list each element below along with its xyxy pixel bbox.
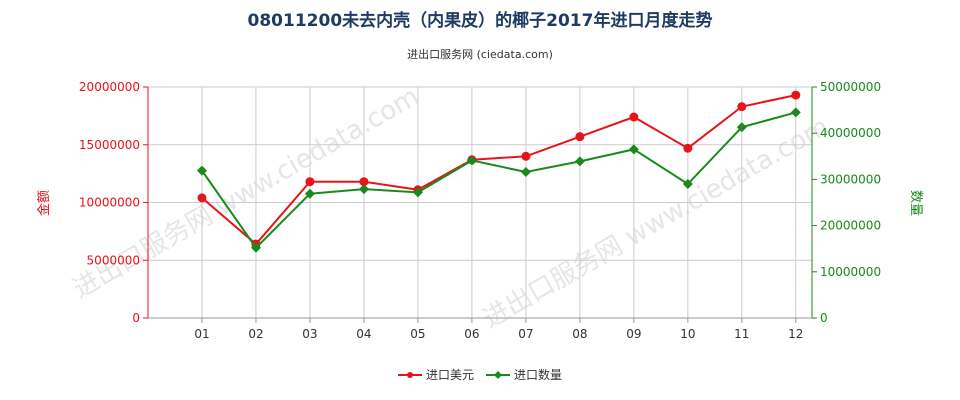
data-point-qty [250, 242, 261, 253]
right-tick-label: 20000000 [820, 219, 881, 233]
grid [148, 86, 812, 319]
right-tick-label: 10000000 [820, 265, 881, 279]
left-axis-label: 金额 [36, 190, 52, 216]
left-tick-label: 15000000 [79, 138, 140, 152]
series-qty [196, 107, 801, 253]
x-tick-label: 10 [680, 327, 695, 341]
data-point-qty [574, 156, 585, 167]
data-point-usd [683, 143, 693, 153]
x-tick-label: 05 [410, 327, 425, 341]
x-tick-label: 01 [194, 327, 209, 341]
watermark-text: 进出口服务网 www.ciedata.com [68, 82, 424, 305]
legend-marker-qty [494, 371, 502, 379]
x-tick-label: 07 [518, 327, 533, 341]
right-tick-label: 0 [820, 311, 828, 325]
left-tick-label: 20000000 [79, 80, 140, 94]
x-axis-ticks: 01 02 03 04 05 06 07 08 09 10 11 12 [194, 318, 803, 341]
legend-marker-usd [407, 372, 413, 378]
left-axis-ticks: 0 5000000 10000000 15000000 20000000 [79, 80, 148, 325]
chart-subtitle: 进出口服务网 (ciedata.com) [407, 47, 553, 61]
data-point-usd [197, 193, 207, 203]
right-tick-label: 50000000 [820, 80, 881, 94]
x-tick-label: 03 [302, 327, 317, 341]
x-tick-label: 08 [572, 327, 587, 341]
watermark: 进出口服务网 www.ciedata.com 进出口服务网 www.ciedata… [68, 82, 834, 335]
left-tick-label: 0 [132, 311, 140, 325]
data-point-qty [790, 107, 801, 118]
data-point-usd [359, 177, 369, 187]
data-point-qty [628, 144, 639, 155]
series-line-usd [201, 94, 797, 246]
data-point-usd [629, 112, 639, 122]
chart-title: 08011200未去内壳（内果皮）的椰子2017年进口月度走势 [248, 10, 713, 31]
data-point-qty [412, 187, 423, 198]
right-tick-label: 40000000 [820, 126, 881, 140]
legend-label-qty: 进口数量 [514, 367, 562, 382]
data-point-usd [737, 102, 747, 112]
x-tick-label: 02 [248, 327, 263, 341]
right-axis-label: 数量 [908, 190, 923, 216]
x-tick-label: 11 [734, 327, 749, 341]
data-point-qty [358, 184, 369, 195]
data-point-qty [736, 122, 747, 133]
data-point-usd [521, 151, 531, 161]
legend-item-qty[interactable]: 进口数量 [486, 367, 562, 382]
series-line-qty [201, 111, 797, 250]
data-point-usd [791, 90, 801, 100]
legend: 进口美元 进口数量 [398, 367, 562, 382]
data-point-usd [575, 132, 585, 142]
x-tick-label: 09 [626, 327, 641, 341]
x-tick-label: 12 [788, 327, 803, 341]
left-tick-label: 10000000 [79, 196, 140, 210]
left-tick-label: 5000000 [87, 253, 140, 267]
series-layer [196, 90, 801, 253]
data-point-usd [305, 177, 315, 187]
data-point-qty [466, 155, 477, 166]
x-tick-label: 06 [464, 327, 479, 341]
right-tick-label: 30000000 [820, 172, 881, 186]
data-point-qty [520, 167, 531, 178]
data-point-qty [304, 188, 315, 199]
right-axis-ticks: 0 10000000 20000000 30000000 40000000 5000000… [812, 80, 881, 325]
x-tick-label: 04 [356, 327, 371, 341]
legend-label-usd: 进口美元 [426, 368, 474, 382]
data-point-qty [682, 179, 693, 190]
data-point-qty [196, 165, 207, 176]
legend-item-usd[interactable]: 进口美元 [398, 368, 474, 382]
